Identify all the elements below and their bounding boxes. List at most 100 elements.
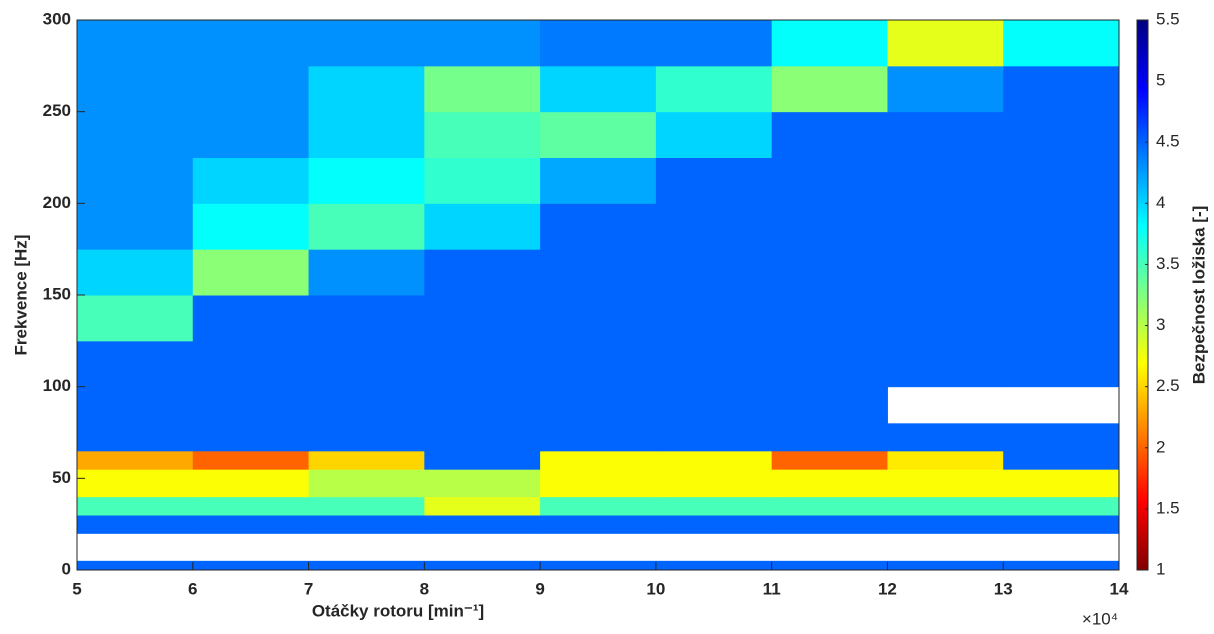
y-tick-label: 50 [52, 468, 71, 487]
cell [424, 111, 541, 158]
cell [1003, 65, 1120, 113]
cell [192, 157, 310, 204]
cell [424, 340, 541, 388]
cell [771, 203, 888, 250]
cell [1003, 450, 1120, 470]
cell [192, 111, 310, 158]
colorbar-tick-label: 4 [1156, 193, 1165, 212]
cell [655, 295, 773, 342]
cell [308, 295, 425, 342]
cell [192, 423, 310, 452]
x-tick-label: 14 [1110, 579, 1129, 598]
cell [655, 157, 773, 204]
y-tick-label: 150 [43, 284, 71, 303]
cell [655, 496, 773, 516]
x-tick-label: 9 [535, 579, 544, 598]
colorbar-tick-label: 2 [1156, 437, 1165, 456]
y-tick-label: 300 [43, 9, 71, 28]
cell [77, 423, 194, 452]
x-multiplier: ×10⁴ [1082, 609, 1118, 628]
cell [887, 450, 1004, 470]
cell [308, 65, 425, 113]
cell [308, 203, 425, 250]
cell [424, 469, 541, 498]
cell [655, 560, 773, 571]
cell [77, 560, 194, 571]
cell [540, 157, 657, 204]
y-axis-label: Frekvence [Hz] [11, 235, 30, 356]
cell [192, 386, 310, 424]
cell [1003, 515, 1120, 534]
cell [77, 469, 194, 498]
colorbar-tick-label: 1 [1156, 559, 1165, 578]
cell [771, 423, 888, 452]
cell [1003, 20, 1120, 67]
cell [424, 20, 541, 67]
cell [655, 515, 773, 534]
cell [771, 496, 888, 516]
cell [308, 249, 425, 296]
cell [887, 65, 1004, 113]
cell [887, 249, 1004, 296]
cell [540, 423, 657, 452]
cell [655, 340, 773, 388]
cell [655, 20, 773, 67]
cell [887, 515, 1004, 534]
cell [771, 111, 888, 158]
cell [308, 157, 425, 204]
colorbar-tick-label: 3 [1156, 315, 1165, 334]
x-axis-label: Otáčky rotoru [min⁻¹] [312, 601, 484, 620]
colorbar [1136, 19, 1149, 571]
cell [77, 295, 194, 342]
cell [77, 20, 194, 67]
cell [771, 560, 888, 571]
cell [771, 65, 888, 113]
cell [424, 450, 541, 470]
cell [655, 65, 773, 113]
colorbar-tick-label: 4.5 [1156, 132, 1180, 151]
cell [308, 560, 425, 571]
cell [540, 203, 657, 250]
y-tick-label: 0 [62, 559, 71, 578]
colorbar-tick-label: 2.5 [1156, 376, 1180, 395]
cell [540, 295, 657, 342]
cell [1003, 157, 1120, 204]
cell [192, 249, 310, 296]
cell [77, 386, 194, 424]
cell [771, 386, 888, 424]
cell [308, 469, 425, 498]
cell [655, 386, 773, 424]
cell [771, 340, 888, 388]
cell [308, 450, 425, 470]
cell [1003, 469, 1120, 498]
cell [308, 340, 425, 388]
cell [192, 340, 310, 388]
cell [424, 560, 541, 571]
cell [771, 295, 888, 342]
cell [655, 469, 773, 498]
cell [1003, 423, 1120, 452]
cell [540, 469, 657, 498]
cell [887, 423, 1004, 452]
cell [77, 496, 194, 516]
cell [192, 469, 310, 498]
cell [540, 111, 657, 158]
cell [771, 20, 888, 67]
cell [424, 157, 541, 204]
cell [1003, 496, 1120, 516]
cell [887, 295, 1004, 342]
x-tick-label: 7 [304, 579, 313, 598]
cell [424, 249, 541, 296]
cell [540, 249, 657, 296]
x-tick-label: 12 [878, 579, 897, 598]
cell [308, 111, 425, 158]
cell [308, 386, 425, 424]
cell [77, 249, 194, 296]
cell [540, 386, 657, 424]
cell [424, 515, 541, 534]
cell [655, 450, 773, 470]
y-tick-label: 200 [43, 193, 71, 212]
cell [887, 157, 1004, 204]
cell [887, 496, 1004, 516]
